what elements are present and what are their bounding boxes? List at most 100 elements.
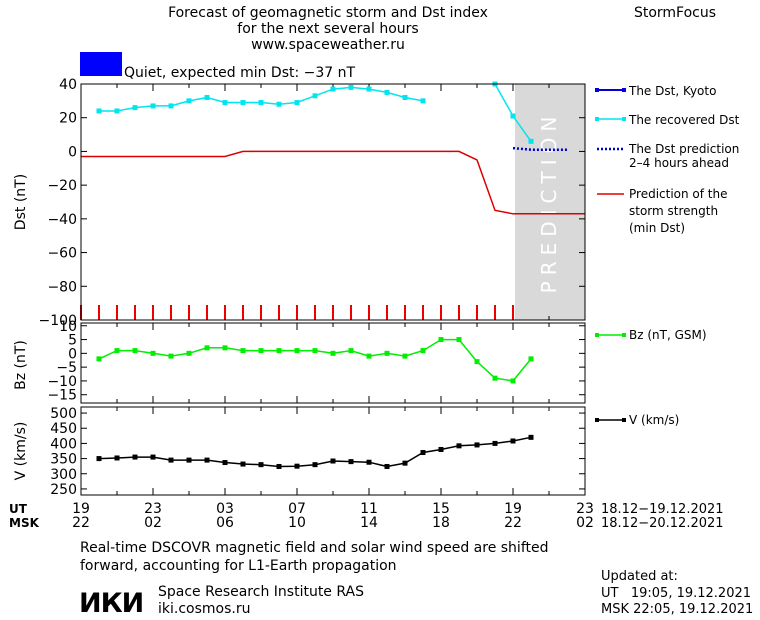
recovered-dst-point [222,100,228,106]
footer-note-line-2: forward, accounting for L1-Earth propaga… [80,558,397,574]
v-point [384,463,390,469]
legend-prediction-line-2: 2–4 hours ahead [629,156,729,170]
dst-ytick-label: −100 [39,313,77,329]
v-panel-frame [80,406,586,496]
updated-msk: MSK 22:05, 19.12.2021 [601,602,753,617]
v-ytick-label: 450 [50,421,77,437]
ut-tick-label: 23 [144,501,162,517]
v-point [330,458,336,464]
ut-tick-label: 19 [72,501,90,517]
dst-ytick-label: −80 [47,279,77,295]
recovered-dst-point [150,103,156,109]
ut-tick-label: 07 [288,501,306,517]
ut-tick-label: 15 [432,501,450,517]
v-point [492,440,498,446]
v-point [186,457,192,463]
legend-storm-line-2: storm strength [629,204,718,218]
legend-recovered-marker-end [622,117,626,121]
bz-point [96,356,102,362]
dst-ytick-label: −60 [47,246,77,262]
msk-tick-label: 02 [144,515,162,531]
bz-point [330,350,336,356]
bz-point [366,353,372,359]
legend-dst-kyoto-marker-end [622,88,626,92]
bz-panel-frame [80,322,586,404]
legend-v-marker-end [622,418,626,422]
v-point [366,459,372,465]
recovered-dst-point [114,108,120,114]
bz-point [402,353,408,359]
recovered-dst-point [276,101,282,107]
v-point [510,438,516,444]
dst-plot-area [80,81,585,320]
recovered-dst-point [402,94,408,100]
bz-point [150,350,156,356]
v-point [258,462,264,468]
legend-recovered-marker [595,117,599,121]
legend-bz-marker [595,333,599,337]
bz-point [114,348,120,354]
legend-dst-kyoto: The Dst, Kyoto [628,84,716,98]
v-point [150,454,156,460]
legend-v-marker [595,418,599,422]
prediction-label: PREDICTION [537,111,561,294]
bz-ytick-label: −5 [56,360,77,376]
recovered-dst-point [366,86,372,92]
storm-strength-line [81,150,585,215]
status-color-box [80,52,122,76]
recovered-dst-point [294,100,300,106]
msk-tick-label: 10 [288,515,306,531]
v-ytick-label: 300 [50,467,77,483]
recovered-dst-point [240,100,246,106]
updated-ut: UT 19:05, 19.12.2021 [601,586,751,601]
recovered-dst-point [348,84,354,90]
chart-title-url: www.spaceweather.ru [251,37,405,53]
recovered-dst-point [204,94,210,100]
v-line [98,436,532,468]
v-point [222,460,228,466]
v-point [204,457,210,463]
bz-point [132,348,138,354]
recovered-dst-point [96,108,102,114]
v-ytick-label: 350 [50,452,77,468]
time-axis: 19 23 03 07 11 15 19 23 22 02 06 10 14 18 22 02 [72,501,594,531]
v-point [240,461,246,467]
updated-label: Updated at: [601,569,678,584]
v-point [456,443,462,449]
legend-storm-line-3: (min Dst) [629,221,685,235]
bz-y-label: Bz (nT) [13,340,29,390]
v-point [114,455,120,461]
dst-ytick-label: 0 [68,144,77,160]
legend-v: V (km/s) [629,413,679,427]
ut-tick-label: 03 [216,501,234,517]
msk-tick-label: 14 [360,515,378,531]
chart-title-line-1: Forecast of geomagnetic storm and Dst in… [168,5,488,21]
msk-tick-label: 06 [216,515,234,531]
dst-y-axis: 40 20 0 −20 −40 −60 −80 −100 [39,77,586,329]
footer-note-line-1: Real-time DSCOVR magnetic field and sola… [80,540,549,556]
legend: The Dst, Kyoto The recovered Dst The Dst… [595,84,740,427]
v-point [132,454,138,460]
recovered-dst-point [420,98,426,104]
iki-logo: ИКИ [79,588,143,619]
recovered-dst-point [330,86,336,92]
legend-prediction-line-1: The Dst prediction [628,142,739,156]
legend-dst-kyoto-marker [595,88,599,92]
bz-point [456,337,462,343]
bz-point [276,348,282,354]
bz-point [294,348,300,354]
ut-tick-label: 11 [360,501,378,517]
recovered-dst-point [186,98,192,104]
chart-title-line-2: for the next several hours [237,21,418,37]
brand-label: StormFocus [634,5,716,21]
legend-recovered: The recovered Dst [628,113,740,127]
v-point [294,463,300,469]
v-point [168,457,174,463]
legend-bz: Bz (nT, GSM) [629,328,707,342]
dst-ytick-label: 40 [59,77,77,93]
v-point [312,462,318,468]
dst-panel-frame [80,83,586,321]
bz-ytick-label: 5 [68,333,77,349]
